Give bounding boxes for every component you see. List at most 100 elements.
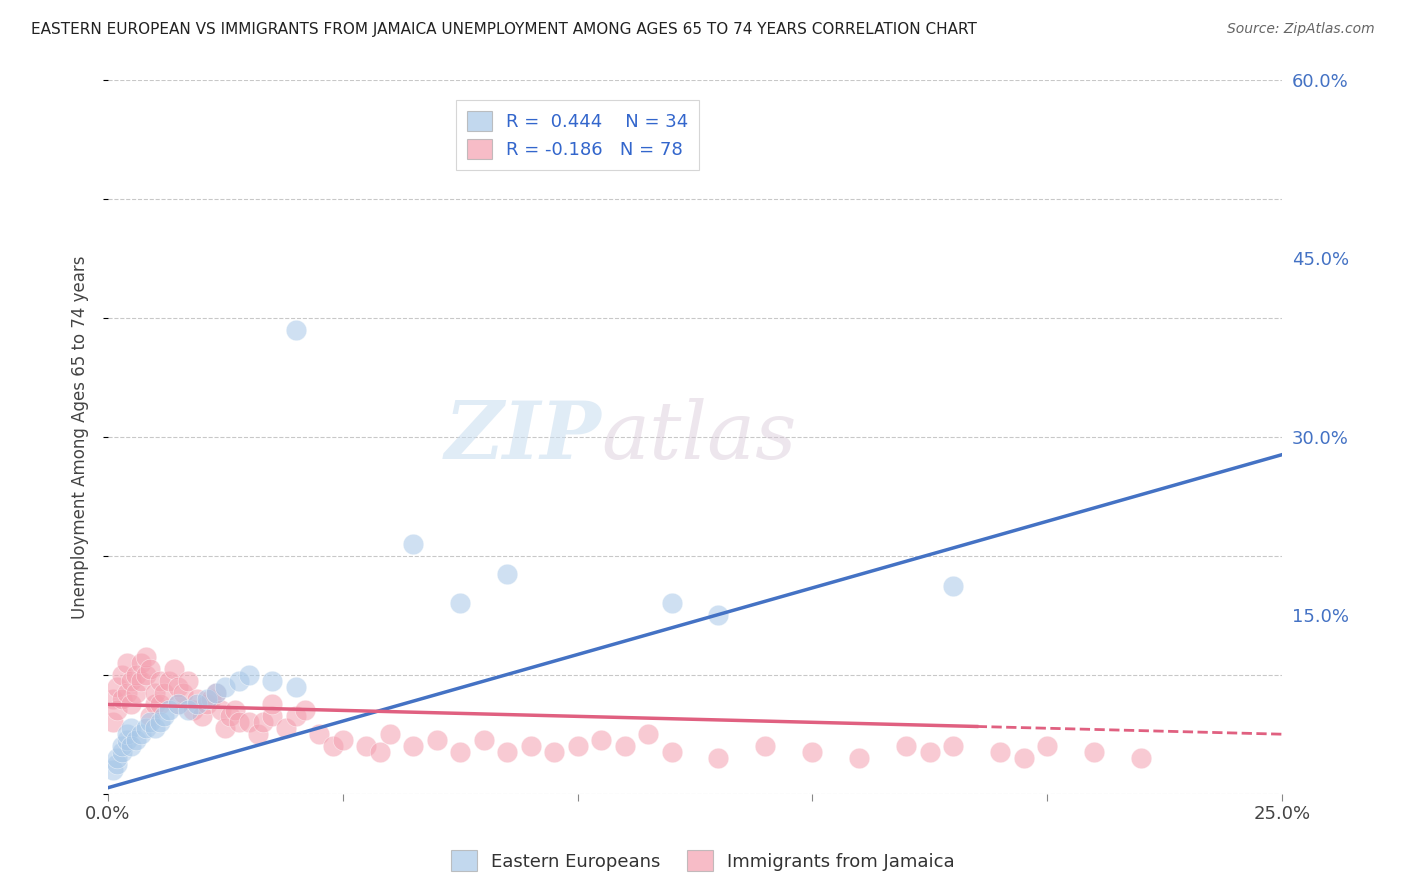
Point: [186, 691, 208, 706]
Point: [139, 662, 162, 676]
Point: [942, 739, 965, 753]
Point: [111, 745, 134, 759]
Point: [115, 685, 138, 699]
Point: [167, 698, 190, 712]
Point: [105, 680, 128, 694]
Y-axis label: Unemployment Among Ages 65 to 74 years: Unemployment Among Ages 65 to 74 years: [72, 255, 89, 618]
Point: [172, 685, 194, 699]
Point: [543, 745, 565, 759]
Point: [224, 703, 246, 717]
Point: [195, 698, 218, 712]
Point: [262, 673, 284, 688]
Point: [121, 673, 143, 688]
Point: [707, 751, 730, 765]
Point: [105, 751, 128, 765]
Point: [449, 596, 471, 610]
Point: [195, 691, 218, 706]
Point: [1012, 751, 1035, 765]
Point: [262, 709, 284, 723]
Point: [252, 715, 274, 730]
Point: [149, 715, 172, 730]
Point: [661, 745, 683, 759]
Point: [139, 709, 162, 723]
Point: [801, 745, 824, 759]
Point: [219, 709, 242, 723]
Point: [181, 703, 204, 717]
Point: [228, 715, 250, 730]
Point: [163, 662, 186, 676]
Point: [942, 578, 965, 592]
Point: [472, 733, 495, 747]
Point: [153, 685, 176, 699]
Legend: Eastern Europeans, Immigrants from Jamaica: Eastern Europeans, Immigrants from Jamai…: [444, 843, 962, 879]
Point: [988, 745, 1011, 759]
Point: [238, 667, 260, 681]
Point: [284, 680, 307, 694]
Point: [186, 698, 208, 712]
Point: [157, 703, 180, 717]
Point: [754, 739, 776, 753]
Point: [135, 649, 157, 664]
Point: [284, 709, 307, 723]
Point: [121, 739, 143, 753]
Point: [177, 673, 200, 688]
Point: [1130, 751, 1153, 765]
Point: [111, 739, 134, 753]
Point: [378, 727, 401, 741]
Point: [613, 739, 636, 753]
Point: [637, 727, 659, 741]
Point: [322, 739, 344, 753]
Point: [177, 703, 200, 717]
Text: Source: ZipAtlas.com: Source: ZipAtlas.com: [1227, 22, 1375, 37]
Point: [167, 698, 190, 712]
Point: [149, 698, 172, 712]
Point: [294, 703, 316, 717]
Point: [228, 673, 250, 688]
Point: [115, 733, 138, 747]
Point: [135, 667, 157, 681]
Point: [105, 703, 128, 717]
Point: [589, 733, 612, 747]
Point: [356, 739, 378, 753]
Point: [209, 703, 232, 717]
Point: [332, 733, 354, 747]
Point: [284, 323, 307, 337]
Point: [115, 727, 138, 741]
Point: [308, 727, 330, 741]
Point: [496, 745, 519, 759]
Point: [238, 715, 260, 730]
Point: [129, 673, 152, 688]
Point: [143, 698, 166, 712]
Point: [848, 751, 870, 765]
Point: [125, 685, 148, 699]
Point: [143, 721, 166, 735]
Point: [205, 685, 228, 699]
Text: atlas: atlas: [600, 398, 796, 475]
Point: [129, 727, 152, 741]
Point: [402, 739, 425, 753]
Point: [105, 756, 128, 771]
Point: [191, 709, 214, 723]
Point: [1083, 745, 1105, 759]
Point: [125, 733, 148, 747]
Point: [101, 691, 124, 706]
Point: [200, 691, 222, 706]
Point: [567, 739, 589, 753]
Text: ZIP: ZIP: [444, 398, 600, 475]
Point: [129, 656, 152, 670]
Point: [661, 596, 683, 610]
Point: [111, 691, 134, 706]
Point: [139, 715, 162, 730]
Legend: R =  0.444    N = 34, R = -0.186   N = 78: R = 0.444 N = 34, R = -0.186 N = 78: [456, 100, 699, 170]
Point: [135, 721, 157, 735]
Point: [214, 680, 236, 694]
Point: [918, 745, 941, 759]
Point: [153, 709, 176, 723]
Point: [121, 721, 143, 735]
Point: [205, 685, 228, 699]
Point: [149, 673, 172, 688]
Point: [370, 745, 392, 759]
Point: [449, 745, 471, 759]
Point: [276, 721, 298, 735]
Point: [125, 667, 148, 681]
